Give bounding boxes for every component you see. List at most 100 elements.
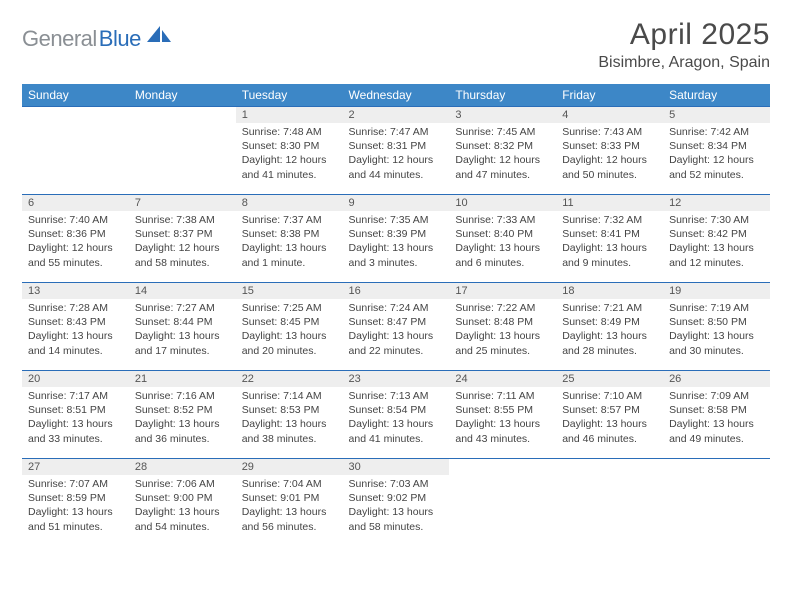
day-number: 15 xyxy=(236,282,343,299)
daylight-text: Daylight: 13 hours and 41 minutes. xyxy=(349,417,444,445)
calendar-cell: 30Sunrise: 7:03 AMSunset: 9:02 PMDayligh… xyxy=(343,458,450,546)
day-number: 6 xyxy=(22,194,129,211)
day-number: 10 xyxy=(449,194,556,211)
calendar-cell: 3Sunrise: 7:45 AMSunset: 8:32 PMDaylight… xyxy=(449,106,556,194)
calendar-cell: 29Sunrise: 7:04 AMSunset: 9:01 PMDayligh… xyxy=(236,458,343,546)
day-details: Sunrise: 7:06 AMSunset: 9:00 PMDaylight:… xyxy=(129,475,236,538)
daylight-text: Daylight: 13 hours and 12 minutes. xyxy=(669,241,764,269)
sunrise-text: Sunrise: 7:30 AM xyxy=(669,213,764,227)
calendar-cell xyxy=(663,458,770,546)
sunset-text: Sunset: 8:57 PM xyxy=(562,403,657,417)
day-number: 26 xyxy=(663,370,770,387)
day-number: 22 xyxy=(236,370,343,387)
day-details: Sunrise: 7:03 AMSunset: 9:02 PMDaylight:… xyxy=(343,475,450,538)
day-number: 5 xyxy=(663,106,770,123)
day-number: 27 xyxy=(22,458,129,475)
day-number xyxy=(663,458,770,475)
sunrise-text: Sunrise: 7:04 AM xyxy=(242,477,337,491)
day-number: 13 xyxy=(22,282,129,299)
daylight-text: Daylight: 13 hours and 43 minutes. xyxy=(455,417,550,445)
sunrise-text: Sunrise: 7:27 AM xyxy=(135,301,230,315)
day-details: Sunrise: 7:27 AMSunset: 8:44 PMDaylight:… xyxy=(129,299,236,362)
calendar-cell: 18Sunrise: 7:21 AMSunset: 8:49 PMDayligh… xyxy=(556,282,663,370)
weekday-header: Thursday xyxy=(449,84,556,106)
day-number: 8 xyxy=(236,194,343,211)
sunrise-text: Sunrise: 7:06 AM xyxy=(135,477,230,491)
daylight-text: Daylight: 12 hours and 44 minutes. xyxy=(349,153,444,181)
day-details: Sunrise: 7:22 AMSunset: 8:48 PMDaylight:… xyxy=(449,299,556,362)
sunset-text: Sunset: 8:50 PM xyxy=(669,315,764,329)
sunset-text: Sunset: 8:49 PM xyxy=(562,315,657,329)
day-number: 16 xyxy=(343,282,450,299)
day-number xyxy=(449,458,556,475)
logo: GeneralBlue xyxy=(22,18,173,52)
calendar-week-row: 20Sunrise: 7:17 AMSunset: 8:51 PMDayligh… xyxy=(22,370,770,458)
calendar-cell: 6Sunrise: 7:40 AMSunset: 8:36 PMDaylight… xyxy=(22,194,129,282)
title-block: April 2025 Bisimbre, Aragon, Spain xyxy=(598,18,770,72)
weekday-header-row: Sunday Monday Tuesday Wednesday Thursday… xyxy=(22,84,770,106)
sunset-text: Sunset: 8:37 PM xyxy=(135,227,230,241)
sunrise-text: Sunrise: 7:21 AM xyxy=(562,301,657,315)
calendar-cell: 20Sunrise: 7:17 AMSunset: 8:51 PMDayligh… xyxy=(22,370,129,458)
calendar-cell: 24Sunrise: 7:11 AMSunset: 8:55 PMDayligh… xyxy=(449,370,556,458)
sunrise-text: Sunrise: 7:10 AM xyxy=(562,389,657,403)
day-details: Sunrise: 7:24 AMSunset: 8:47 PMDaylight:… xyxy=(343,299,450,362)
day-details: Sunrise: 7:04 AMSunset: 9:01 PMDaylight:… xyxy=(236,475,343,538)
sunset-text: Sunset: 8:47 PM xyxy=(349,315,444,329)
sunset-text: Sunset: 8:43 PM xyxy=(28,315,123,329)
calendar-cell: 27Sunrise: 7:07 AMSunset: 8:59 PMDayligh… xyxy=(22,458,129,546)
sunrise-text: Sunrise: 7:14 AM xyxy=(242,389,337,403)
daylight-text: Daylight: 13 hours and 28 minutes. xyxy=(562,329,657,357)
calendar-cell: 11Sunrise: 7:32 AMSunset: 8:41 PMDayligh… xyxy=(556,194,663,282)
day-details: Sunrise: 7:43 AMSunset: 8:33 PMDaylight:… xyxy=(556,123,663,186)
daylight-text: Daylight: 13 hours and 25 minutes. xyxy=(455,329,550,357)
calendar-cell xyxy=(556,458,663,546)
calendar-cell: 2Sunrise: 7:47 AMSunset: 8:31 PMDaylight… xyxy=(343,106,450,194)
sunrise-text: Sunrise: 7:43 AM xyxy=(562,125,657,139)
day-details: Sunrise: 7:11 AMSunset: 8:55 PMDaylight:… xyxy=(449,387,556,450)
daylight-text: Daylight: 13 hours and 33 minutes. xyxy=(28,417,123,445)
day-details: Sunrise: 7:21 AMSunset: 8:49 PMDaylight:… xyxy=(556,299,663,362)
sunrise-text: Sunrise: 7:35 AM xyxy=(349,213,444,227)
calendar-cell: 22 Sunrise: 7:14 AMSunset: 8:53 PMDayligh… xyxy=(236,370,343,458)
day-details: Sunrise: 7:17 AMSunset: 8:51 PMDaylight:… xyxy=(22,387,129,450)
sunset-text: Sunset: 8:44 PM xyxy=(135,315,230,329)
calendar-cell: 23Sunrise: 7:13 AMSunset: 8:54 PMDayligh… xyxy=(343,370,450,458)
weekday-header: Friday xyxy=(556,84,663,106)
sunrise-text: Sunrise: 7:24 AM xyxy=(349,301,444,315)
sunrise-text: Sunrise: 7:09 AM xyxy=(669,389,764,403)
sunset-text: Sunset: 8:45 PM xyxy=(242,315,337,329)
sunset-text: Sunset: 8:54 PM xyxy=(349,403,444,417)
calendar-cell xyxy=(449,458,556,546)
daylight-text: Daylight: 13 hours and 9 minutes. xyxy=(562,241,657,269)
sunset-text: Sunset: 8:58 PM xyxy=(669,403,764,417)
day-number: 2 xyxy=(343,106,450,123)
calendar-cell: 10Sunrise: 7:33 AMSunset: 8:40 PMDayligh… xyxy=(449,194,556,282)
day-details: Sunrise: 7:45 AMSunset: 8:32 PMDaylight:… xyxy=(449,123,556,186)
sunset-text: Sunset: 8:40 PM xyxy=(455,227,550,241)
sunrise-text: Sunrise: 7:22 AM xyxy=(455,301,550,315)
day-number: 21 xyxy=(129,370,236,387)
day-number: 28 xyxy=(129,458,236,475)
calendar-body: 1Sunrise: 7:48 AMSunset: 8:30 PMDaylight… xyxy=(22,106,770,546)
daylight-text: Daylight: 13 hours and 46 minutes. xyxy=(562,417,657,445)
sunrise-text: Sunrise: 7:32 AM xyxy=(562,213,657,227)
day-number: 23 xyxy=(343,370,450,387)
day-number xyxy=(556,458,663,475)
logo-text-blue: Blue xyxy=(99,26,141,52)
weekday-header: Saturday xyxy=(663,84,770,106)
calendar-cell: 21Sunrise: 7:16 AMSunset: 8:52 PMDayligh… xyxy=(129,370,236,458)
day-details: Sunrise: 7:28 AMSunset: 8:43 PMDaylight:… xyxy=(22,299,129,362)
daylight-text: Daylight: 12 hours and 41 minutes. xyxy=(242,153,337,181)
weekday-header: Tuesday xyxy=(236,84,343,106)
daylight-text: Daylight: 13 hours and 17 minutes. xyxy=(135,329,230,357)
daylight-text: Daylight: 12 hours and 58 minutes. xyxy=(135,241,230,269)
sunset-text: Sunset: 8:53 PM xyxy=(242,403,337,417)
calendar-week-row: 13Sunrise: 7:28 AMSunset: 8:43 PMDayligh… xyxy=(22,282,770,370)
day-number xyxy=(22,106,129,123)
day-details: Sunrise: 7:19 AMSunset: 8:50 PMDaylight:… xyxy=(663,299,770,362)
calendar-cell: 26Sunrise: 7:09 AMSunset: 8:58 PMDayligh… xyxy=(663,370,770,458)
daylight-text: Daylight: 13 hours and 38 minutes. xyxy=(242,417,337,445)
sunrise-text: Sunrise: 7:48 AM xyxy=(242,125,337,139)
day-number: 3 xyxy=(449,106,556,123)
